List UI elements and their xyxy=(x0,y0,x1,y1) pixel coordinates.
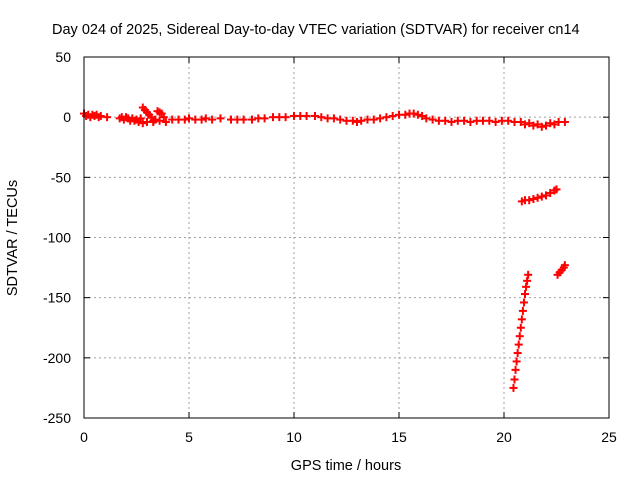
data-point xyxy=(491,117,500,126)
data-point xyxy=(523,276,532,285)
data-point xyxy=(180,115,189,124)
data-point xyxy=(161,117,170,126)
data-point xyxy=(522,282,531,291)
data-point xyxy=(533,193,542,202)
x-axis-label: GPS time / hours xyxy=(291,458,401,474)
data-point xyxy=(560,117,569,126)
data-point xyxy=(357,116,366,125)
grid-lines xyxy=(84,57,609,418)
data-point xyxy=(197,115,206,124)
data-point xyxy=(517,315,526,324)
y-axis-label: SDTVAR / TECUs xyxy=(5,180,21,296)
data-point xyxy=(542,121,550,130)
data-point xyxy=(388,111,397,120)
data-points xyxy=(80,103,569,392)
data-point xyxy=(512,357,521,366)
data-point xyxy=(516,323,525,332)
data-point xyxy=(511,365,520,374)
data-point xyxy=(550,120,559,129)
data-point xyxy=(317,113,326,122)
x-tick-label: 0 xyxy=(80,429,88,445)
data-point xyxy=(376,114,385,123)
data-point xyxy=(560,261,569,270)
x-tick-label: 20 xyxy=(496,429,512,445)
data-point xyxy=(529,121,538,130)
data-point xyxy=(353,117,361,126)
axis-ticks: 0 5 10 15 20 25 50 0 -50 -100 -150 -200 -250 xyxy=(43,49,617,445)
data-point xyxy=(311,111,319,120)
data-point xyxy=(103,113,112,122)
data-point xyxy=(546,188,555,197)
data-point xyxy=(138,119,147,128)
data-point xyxy=(524,270,533,279)
data-point xyxy=(510,375,519,384)
data-point xyxy=(336,115,345,124)
data-point xyxy=(546,119,555,128)
data-point xyxy=(136,114,145,123)
data-point xyxy=(537,192,546,201)
data-point xyxy=(329,114,338,123)
data-point xyxy=(525,119,534,128)
data-point xyxy=(348,116,357,125)
data-point xyxy=(208,115,217,124)
y-tick-label: -250 xyxy=(43,410,71,426)
data-point xyxy=(542,191,550,200)
y-tick-label: 50 xyxy=(55,49,71,65)
data-point xyxy=(521,290,529,299)
x-tick-label: 25 xyxy=(601,429,617,445)
data-point xyxy=(422,114,431,123)
data-point xyxy=(418,111,427,120)
data-point xyxy=(369,115,378,124)
data-point xyxy=(401,110,410,119)
data-point xyxy=(537,122,546,131)
y-tick-label: -200 xyxy=(43,350,71,366)
data-point xyxy=(504,116,513,125)
data-point xyxy=(201,114,210,123)
data-point xyxy=(460,116,469,125)
data-point xyxy=(529,194,538,203)
data-point xyxy=(409,109,418,118)
x-tick-label: 5 xyxy=(185,429,193,445)
data-point xyxy=(466,117,475,126)
data-point xyxy=(302,111,311,120)
y-tick-label: -150 xyxy=(43,290,71,306)
data-point xyxy=(428,115,437,124)
data-point xyxy=(382,113,391,122)
data-point xyxy=(260,114,269,123)
data-point xyxy=(248,115,256,124)
data-point xyxy=(521,120,529,129)
plot-frame xyxy=(83,56,610,419)
data-point xyxy=(515,332,524,341)
y-tick-label: -100 xyxy=(43,230,71,246)
data-point xyxy=(513,349,522,358)
data-point xyxy=(552,185,561,194)
data-point xyxy=(518,306,527,315)
data-point xyxy=(159,113,168,122)
data-point xyxy=(185,114,193,123)
data-point xyxy=(441,116,450,125)
x-tick-label: 10 xyxy=(286,429,302,445)
data-point xyxy=(281,113,290,122)
data-point xyxy=(533,120,542,129)
y-tick-label: 0 xyxy=(63,109,71,125)
data-point xyxy=(516,117,525,126)
chart-title: Day 024 of 2025, Sidereal Day-to-day VTE… xyxy=(52,22,580,38)
data-point xyxy=(447,117,456,126)
data-point xyxy=(413,110,422,119)
data-point xyxy=(216,114,225,123)
data-point xyxy=(485,116,494,125)
data-point xyxy=(509,383,518,392)
x-tick-label: 15 xyxy=(391,429,407,445)
y-tick-label: -50 xyxy=(51,169,71,185)
data-point xyxy=(514,340,523,349)
data-point xyxy=(239,115,248,124)
data-point xyxy=(149,117,158,126)
data-point xyxy=(96,111,105,120)
data-point xyxy=(525,196,534,205)
data-point xyxy=(519,298,528,307)
data-point xyxy=(155,116,164,125)
